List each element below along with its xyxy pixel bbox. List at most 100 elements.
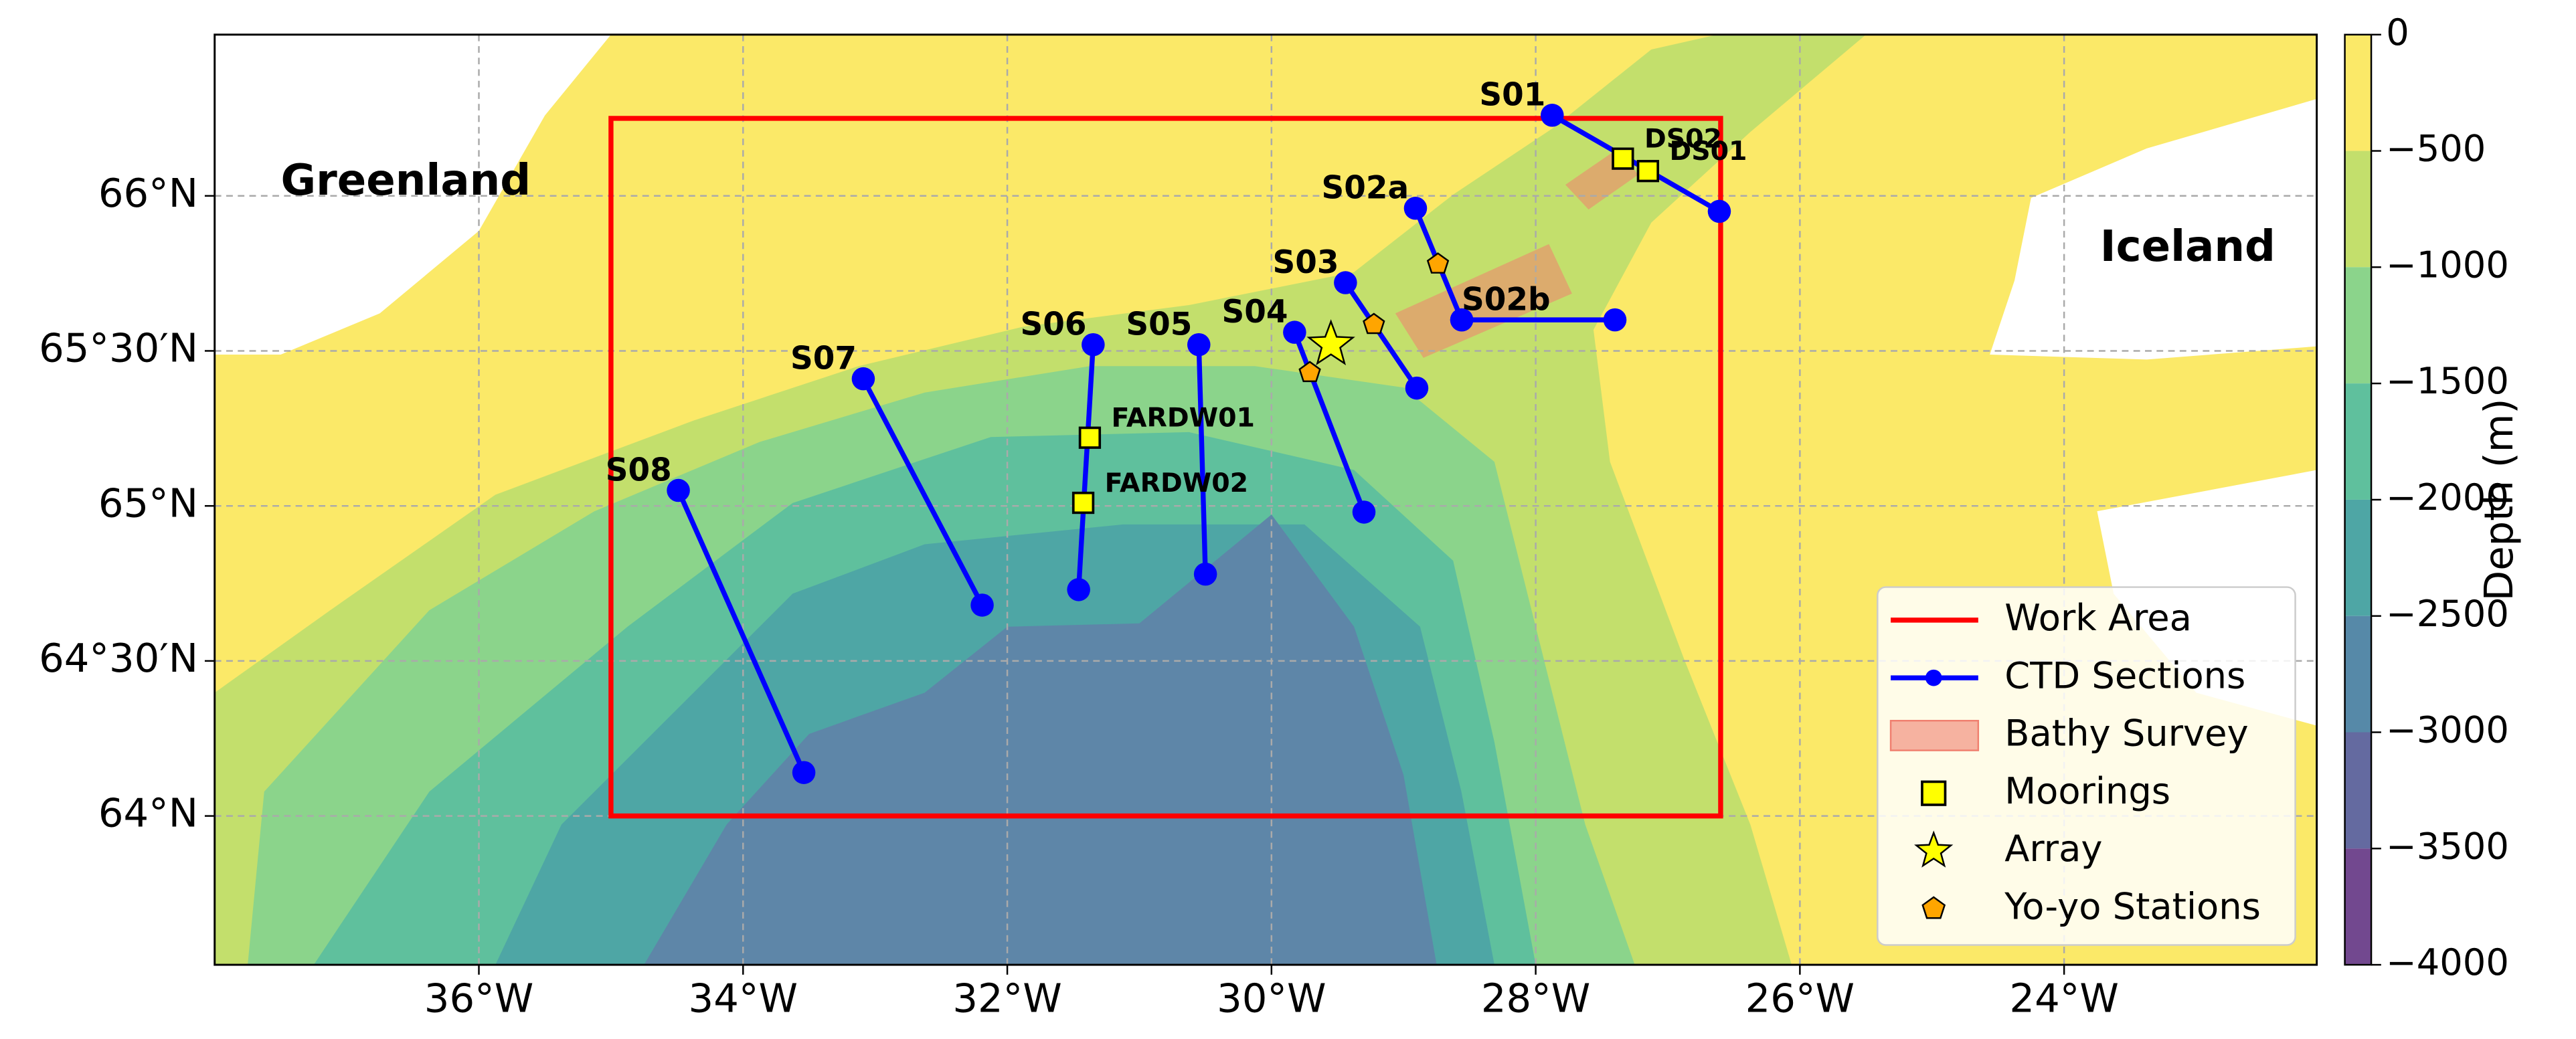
ctd-station bbox=[1283, 320, 1306, 344]
legend-box bbox=[1877, 586, 2296, 946]
colorbar-band bbox=[2344, 848, 2372, 965]
x-tick-label: 26°W bbox=[1745, 975, 1855, 1021]
yoyo-station bbox=[1426, 252, 1450, 274]
x-tick-label: 24°W bbox=[2009, 975, 2118, 1021]
colorbar-band bbox=[2344, 383, 2372, 500]
array bbox=[1306, 319, 1355, 365]
colorbar-band bbox=[2344, 616, 2372, 733]
plot-frame bbox=[213, 33, 2318, 966]
ctd-station bbox=[1603, 308, 1627, 332]
region-label: Iceland bbox=[2100, 221, 2276, 272]
y-tick-label: 65°N bbox=[98, 480, 198, 526]
ctd-station bbox=[1707, 199, 1731, 223]
legend-handle bbox=[1921, 896, 1946, 919]
legend-label: CTD Sections bbox=[2004, 654, 2245, 696]
yoyo-station bbox=[1363, 312, 1385, 335]
legend-label: Moorings bbox=[2004, 770, 2170, 812]
ctd-station bbox=[1082, 333, 1105, 357]
colorbar-tick-label: −3000 bbox=[2386, 709, 2509, 751]
colorbar-band bbox=[2344, 151, 2372, 268]
colorbar-tick-label: −4000 bbox=[2386, 941, 2509, 983]
ctd-station bbox=[1405, 376, 1429, 400]
depth-band bbox=[644, 514, 1437, 965]
bathy-survey bbox=[1395, 244, 1572, 358]
section-label: S06 bbox=[1021, 307, 1087, 343]
legend-handle bbox=[1889, 720, 1980, 751]
legend: Work Area CTD Sections Bathy Survey Mooring… bbox=[1877, 586, 2296, 946]
colorbar-band bbox=[2344, 732, 2372, 849]
colorbar-tick-label: −1500 bbox=[2386, 360, 2509, 402]
section-label: S02b bbox=[1462, 282, 1551, 318]
ctd-section bbox=[1076, 344, 1096, 590]
colorbar-tick-label: 0 bbox=[2386, 11, 2409, 54]
legend-handle bbox=[1925, 669, 1942, 686]
ctd-section bbox=[1196, 345, 1208, 575]
ctd-station bbox=[1067, 578, 1090, 601]
colorbar-tick-label: −1000 bbox=[2386, 244, 2509, 286]
ctd-station bbox=[1334, 271, 1357, 294]
ctd-station bbox=[792, 761, 816, 784]
ctd-station bbox=[851, 367, 875, 391]
colorbar-band bbox=[2344, 34, 2372, 151]
ctd-station bbox=[1352, 500, 1376, 524]
ctd-station bbox=[1450, 308, 1474, 332]
x-tick-label: 32°W bbox=[952, 975, 1061, 1021]
mooring bbox=[1636, 160, 1660, 183]
ctd-station bbox=[1193, 562, 1217, 586]
section-label: S01 bbox=[1479, 78, 1545, 114]
ctd-station bbox=[1540, 104, 1564, 127]
legend-label: Work Area bbox=[2004, 597, 2192, 639]
section-label: S04 bbox=[1222, 294, 1288, 330]
colorbar: Depth (m) 0 −500 −1000 −1500 −2000 −2500 −3000… bbox=[2344, 11, 2522, 983]
colorbar-tick-label: −2000 bbox=[2386, 476, 2509, 518]
work-area bbox=[608, 116, 1723, 819]
colorbar-label: Depth (m) bbox=[2476, 399, 2522, 601]
section-label: S05 bbox=[1126, 307, 1192, 343]
mooring bbox=[1071, 491, 1095, 514]
y-tick-label: 66°N bbox=[98, 170, 198, 216]
mooring bbox=[1078, 426, 1102, 449]
colorbar-band bbox=[2344, 267, 2372, 384]
y-tick-label: 64°30′N bbox=[39, 635, 198, 681]
bathymetry bbox=[214, 34, 2317, 965]
colorbar-band bbox=[2344, 499, 2372, 616]
section-label: S02a bbox=[1322, 171, 1409, 207]
x-tick-label: 28°W bbox=[1481, 975, 1590, 1021]
ctd-section bbox=[676, 489, 806, 774]
section-label: S03 bbox=[1273, 245, 1339, 281]
ctd-section bbox=[861, 377, 984, 607]
y-tick-label: 65°30′N bbox=[39, 325, 198, 371]
y-tick-label: 64°N bbox=[98, 790, 198, 836]
legend-label: Array bbox=[2004, 828, 2102, 870]
ctd-station bbox=[970, 593, 994, 617]
legend-label: Yo-yo Stations bbox=[2004, 885, 2261, 927]
colorbar-tick-label: −3500 bbox=[2386, 825, 2509, 867]
section-label: S07 bbox=[790, 341, 857, 377]
ctd-section bbox=[1343, 281, 1420, 390]
x-tick-label: 30°W bbox=[1217, 975, 1326, 1021]
section-label: S08 bbox=[606, 452, 672, 488]
colorbar-tick-label: −500 bbox=[2386, 128, 2486, 170]
mooring-label: DS02 bbox=[1644, 124, 1722, 155]
legend-label: Bathy Survey bbox=[2004, 713, 2248, 755]
land bbox=[214, 34, 611, 355]
colorbar-tick-label: −2500 bbox=[2386, 593, 2509, 635]
ctd-station bbox=[667, 478, 690, 502]
mooring-label: FARDW01 bbox=[1111, 403, 1255, 434]
ctd-station bbox=[1403, 197, 1428, 220]
yoyo-station bbox=[1298, 361, 1321, 383]
region-label: Greenland bbox=[280, 155, 531, 205]
x-tick-label: 36°W bbox=[424, 975, 533, 1021]
mooring-label: FARDW02 bbox=[1105, 468, 1249, 498]
ctd-section bbox=[1551, 113, 1721, 214]
ctd-section bbox=[1292, 331, 1367, 513]
ctd-station bbox=[1187, 333, 1211, 357]
x-tick-label: 34°W bbox=[689, 975, 798, 1021]
legend-handle bbox=[1921, 780, 1947, 806]
mooring bbox=[1612, 147, 1634, 170]
mooring-label: DS01 bbox=[1669, 136, 1747, 167]
land bbox=[1990, 98, 2317, 360]
legend-handle bbox=[1914, 830, 1954, 868]
